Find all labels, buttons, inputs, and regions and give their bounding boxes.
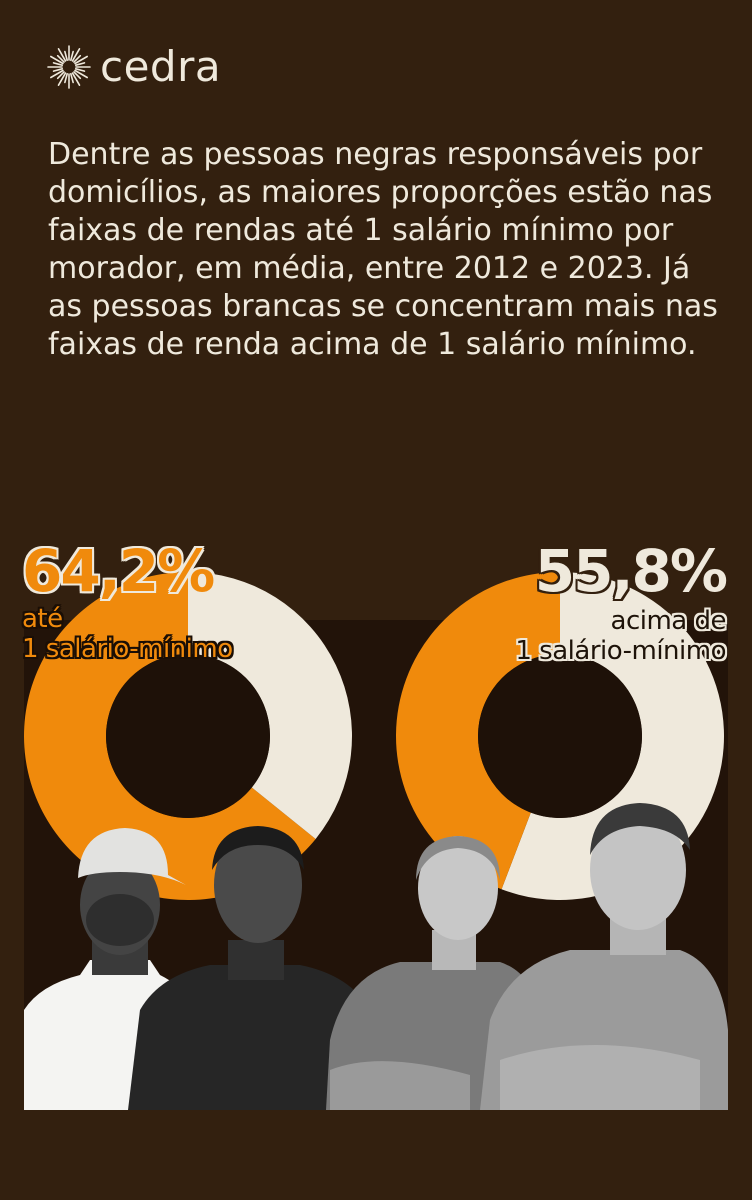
intro-paragraph: Dentre as pessoas negras responsáveis po…	[48, 137, 718, 362]
sunburst-ray	[74, 68, 86, 72]
left-caption-line1: até	[22, 604, 63, 634]
donut-hole	[478, 654, 642, 818]
person-older-man	[480, 803, 728, 1110]
right-percent-label: 55,8%	[534, 537, 728, 605]
sunburst-ray	[74, 69, 88, 79]
donut-slice-acima-1-salario	[188, 572, 352, 839]
sunburst-ray	[70, 72, 74, 84]
sunburst-ray	[52, 68, 64, 72]
sunburst-ray	[64, 72, 68, 84]
donut-hole	[106, 654, 270, 818]
right-caption-line2: 1 salário-mínimo	[515, 636, 726, 666]
left-percent-label: 64,2%	[22, 537, 215, 605]
donut-slice-ate-1-salario	[396, 572, 560, 890]
sunburst-ray	[50, 69, 64, 79]
right-caption: acima de 1 salário-mínimo	[515, 606, 726, 666]
person-woman-turtleneck	[128, 826, 386, 1110]
sunburst-ray	[50, 55, 64, 65]
sunburst-ray	[57, 48, 67, 62]
sunburst-ray	[73, 71, 82, 80]
sunburst-ray	[56, 54, 65, 63]
sunburst-icon	[47, 45, 91, 89]
donut-chart-left	[24, 572, 352, 901]
sunburst-ray	[71, 48, 81, 62]
sunburst-ray	[52, 62, 64, 66]
left-caption-line2: 1 salário-mínimo	[22, 634, 233, 664]
sunburst-ray	[71, 72, 81, 86]
brand-logo: cedra	[46, 44, 221, 90]
sunburst-ray	[56, 71, 65, 80]
right-caption-line1: acima de	[610, 606, 727, 636]
sunburst-ray	[73, 54, 82, 63]
sunburst-ray	[74, 62, 86, 66]
sunburst-ray	[74, 55, 88, 65]
brand-name: cedra	[100, 42, 222, 91]
sunburst-ray	[64, 50, 68, 62]
person-man-cap	[24, 828, 190, 1110]
left-caption: até 1 salário-mínimo	[22, 604, 233, 664]
donut-slice-ate-1-salario	[24, 572, 316, 901]
sunburst-ray	[57, 72, 67, 86]
sunburst-ray	[70, 50, 74, 62]
